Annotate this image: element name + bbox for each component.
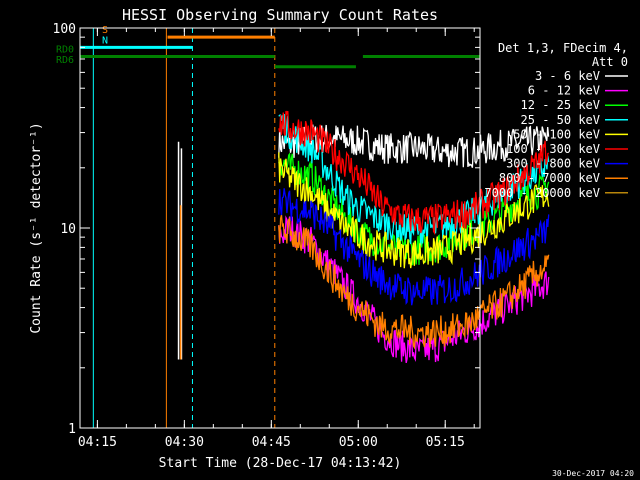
y-axis-label: Count Rate (s⁻¹ detector⁻¹)	[29, 122, 44, 333]
annotation-label-s: S	[102, 25, 108, 36]
x-tick-label-4: 05:15	[426, 435, 465, 450]
x-tick-label-2: 04:45	[252, 435, 291, 450]
x-tick-label-0: 04:15	[78, 435, 117, 450]
y-tick-label-2: 100	[53, 22, 76, 37]
legend-label-5: 100 - 300 keV	[506, 142, 600, 156]
series-line-1	[278, 215, 550, 364]
legend-label-2: 12 - 25 keV	[521, 98, 600, 112]
y-tick-label-0: 1	[68, 422, 76, 437]
annotation-label-rd6: RD6	[56, 55, 74, 66]
legend-label-4: 50 - 100 keV	[513, 127, 600, 141]
legend-label-3: 25 - 50 keV	[521, 113, 600, 127]
y-ticks: 1 10 100	[53, 22, 480, 437]
legend-label-6: 300 - 800 keV	[506, 157, 600, 171]
y-tick-label-1: 10	[60, 222, 76, 237]
series-line-5	[278, 110, 550, 236]
footer-timestamp: 30-Dec-2017 04:20	[552, 469, 634, 478]
series-line-7	[278, 215, 550, 350]
annotation-label-n: N	[102, 35, 108, 46]
data-series	[177, 110, 550, 364]
legend-label-0: 3 - 6 keV	[535, 69, 600, 83]
vertical-markers	[92, 28, 276, 428]
x-tick-label-1: 04:30	[165, 435, 204, 450]
x-tick-label-3: 05:00	[339, 435, 378, 450]
annotation-label-rd0: RD0	[56, 45, 74, 56]
legend-label-1: 6 - 12 keV	[528, 84, 600, 98]
legend-label-8: 7000 - 20000 keV	[484, 186, 600, 200]
legend-header-1: Att 0	[592, 55, 628, 69]
legend-label-7: 800 - 7000 keV	[499, 171, 600, 185]
series-line-0	[278, 124, 550, 168]
legend-header-0: Det 1,3, FDecim 4,	[498, 41, 628, 55]
chart-title: HESSI Observing Summary Count Rates	[122, 6, 438, 24]
series-line-6	[278, 188, 550, 306]
series-line-4	[278, 152, 550, 269]
x-axis-label: Start Time (28-Dec-17 04:13:42)	[159, 456, 402, 471]
x-ticks: 04:15 04:30 04:45 05:00 05:15	[78, 28, 475, 450]
